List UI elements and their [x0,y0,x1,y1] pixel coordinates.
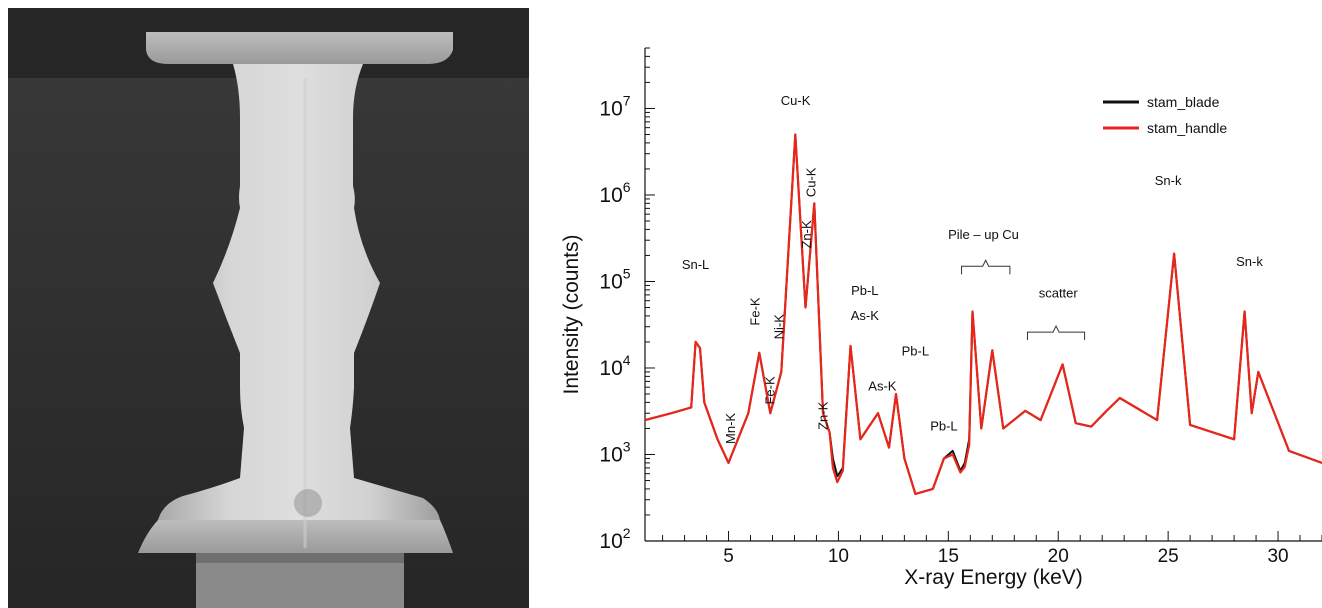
x-axis-title: X-ray Energy (keV) [904,566,1083,589]
annotation-bracket [961,259,1011,275]
y-tick-exponent: 7 [623,92,631,108]
y-tick-label: 103 [599,438,630,466]
xray-radiograph-image [8,8,529,608]
legend-label: stam_blade [1147,94,1220,110]
y-tick-label: 105 [599,265,630,293]
peak-label: As-K [868,378,897,393]
y-tick-exponent: 2 [623,525,631,541]
y-tick-label: 102 [599,525,630,553]
x-tick-label: 10 [828,546,849,567]
peak-label: As-K [851,308,880,323]
peak-label: Pb-L [851,283,878,298]
peak-label: Fe-K [747,297,762,326]
y-tick-base: 10 [599,530,622,553]
y-tick-label: 107 [599,92,630,120]
y-tick-base: 10 [599,184,622,207]
y-tick-exponent: 4 [623,352,631,368]
y-tick-exponent: 3 [623,438,631,454]
peak-label: Cu-K [803,167,818,197]
peak-label: scatter [1039,286,1079,301]
annotation-layer: Sn-L Mn-K Fe-K Fe-K Ni-K Cu-K Cu-K Zn-K Zn-K Pb-L… [682,93,1264,444]
y-tick-exponent: 5 [623,265,631,281]
peak-label: Ni-K [771,314,786,340]
series-layer [644,133,1322,495]
x-tick-label: 15 [938,546,959,567]
peak-label: Cu-K [781,93,811,108]
y-tick-label: 104 [599,352,630,380]
peak-label: Sn-L [682,257,709,272]
peak-label: Pb-L [902,343,929,358]
y-tick-base: 10 [599,357,622,380]
y-tick-label: 106 [599,179,630,207]
peak-label: Zn-K [799,220,814,249]
x-tick-label: 5 [723,546,734,567]
series-line-stam_handle [644,133,1322,495]
legend-label: stam_handle [1147,120,1227,136]
x-tick-label: 20 [1048,546,1069,567]
peak-label: Sn-k [1236,254,1263,269]
x-tick-label: 30 [1267,546,1288,567]
legend: stam_blade stam_handle [1103,94,1227,136]
peak-label: Pile – up Cu [948,227,1019,242]
y-tick-base: 10 [599,443,622,466]
x-tick-label: 25 [1158,546,1179,567]
peak-label: Sn-k [1155,173,1182,188]
y-tick-base: 10 [599,270,622,293]
xrf-spectrum-chart: Sn-L Mn-K Fe-K Fe-K Ni-K Cu-K Cu-K Zn-K Zn-K Pb-L… [560,47,1322,589]
y-tick-exponent: 6 [623,179,631,195]
peak-label: Mn-K [723,413,738,444]
peak-label: Zn-K [815,401,830,430]
y-axis-title: Intensity (counts) [560,235,583,395]
y-tick-base: 10 [599,97,622,120]
peak-label: Fe-K [763,376,778,405]
peak-label: Pb-L [930,418,957,433]
annotation-bracket [1026,324,1086,341]
